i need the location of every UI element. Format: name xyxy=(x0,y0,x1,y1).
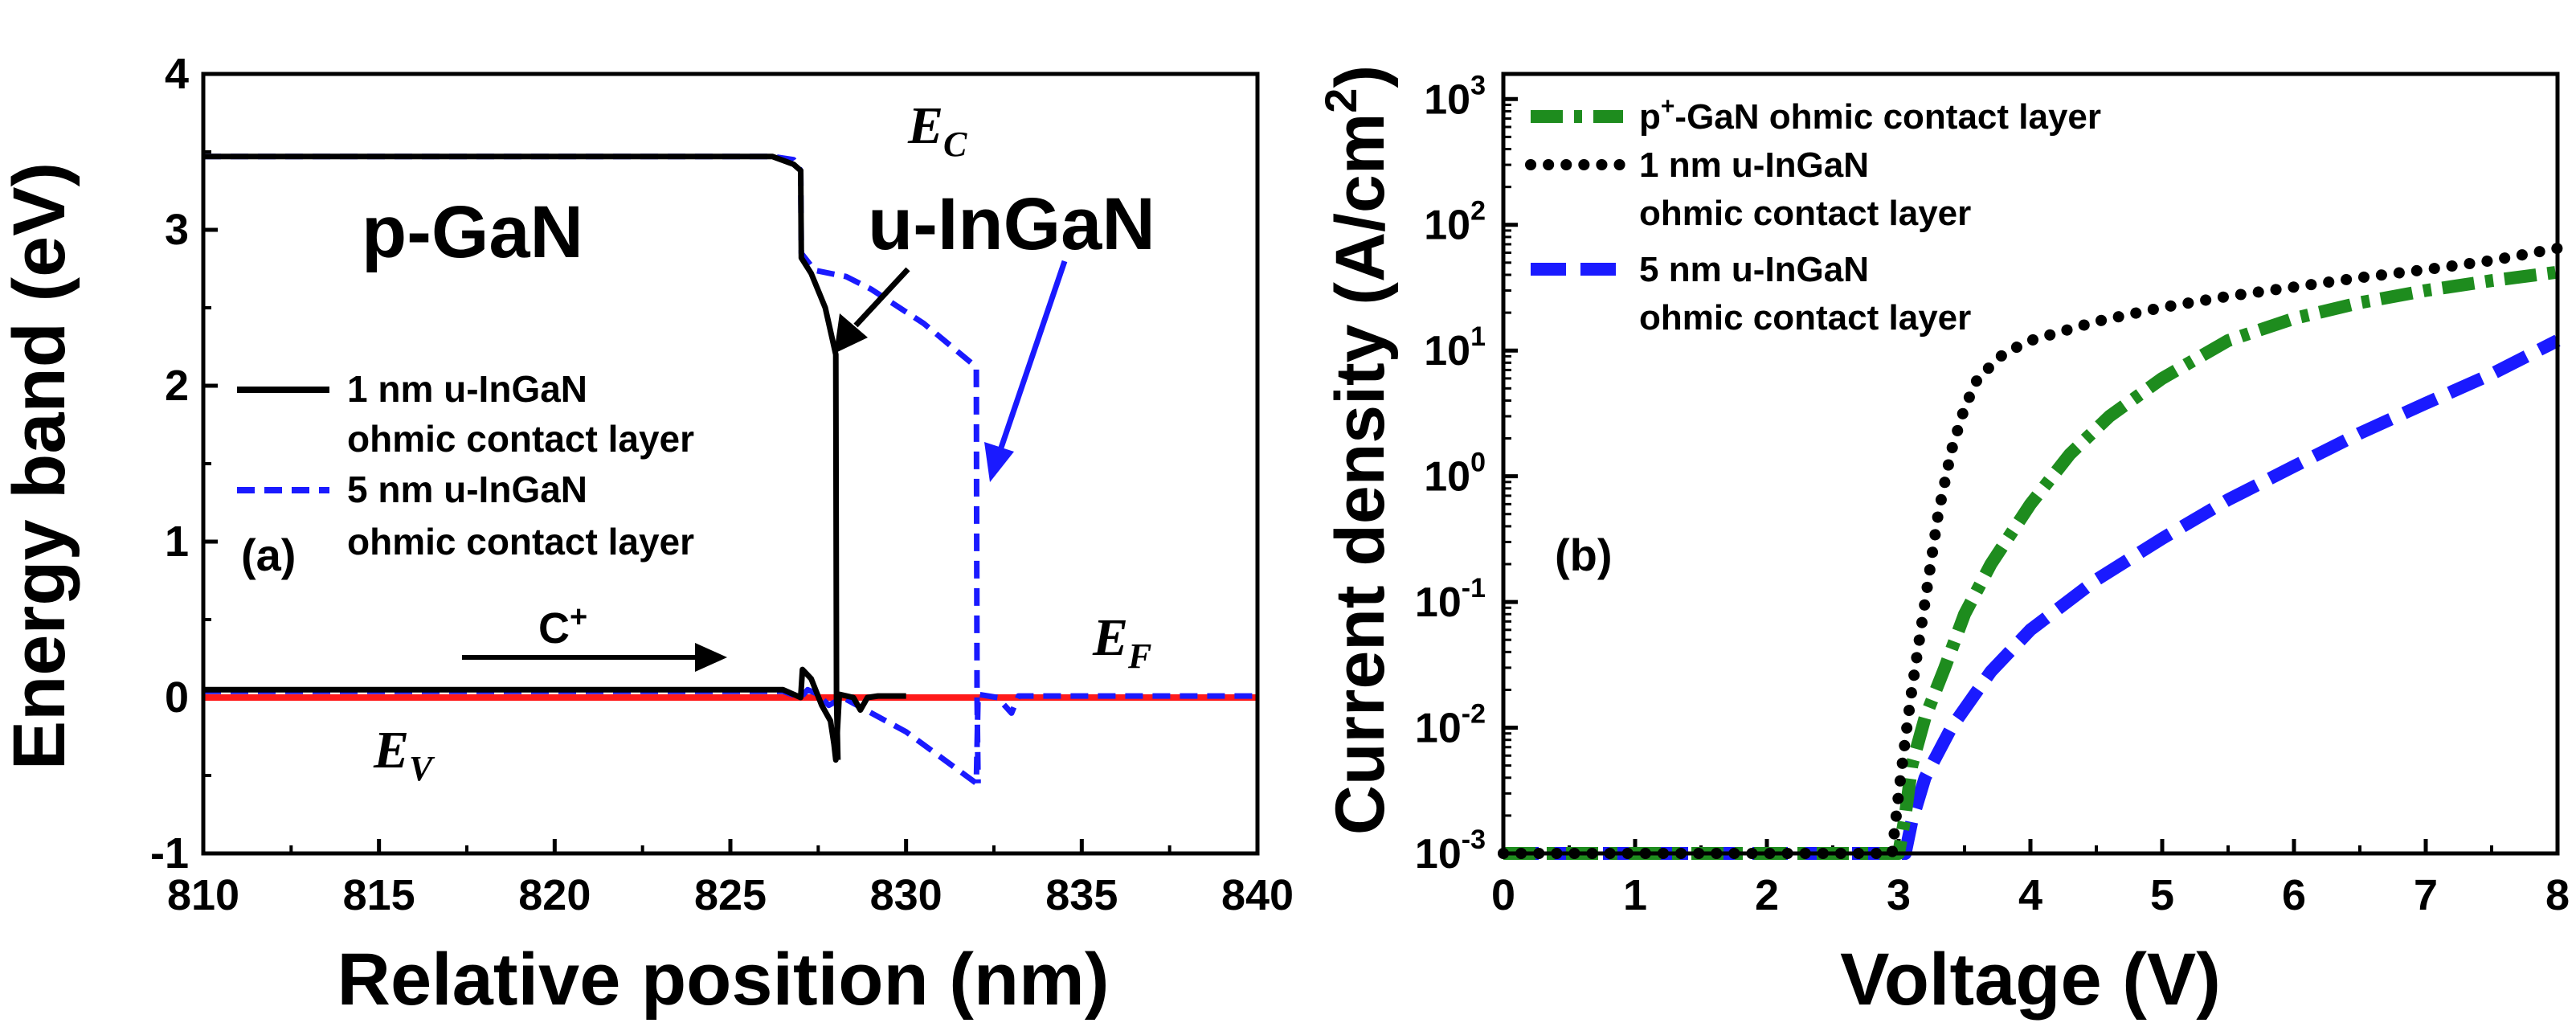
xlabel-a: Relative position (nm) xyxy=(337,939,1110,1021)
ticks-b: 0 1 2 3 4 5 6 7 8 10-3 10-2 10-1 100 101 102 103 xyxy=(1415,70,2570,919)
ticks-a: 810 815 820 825 830 835 840 -1 0 1 2 3 4 xyxy=(150,50,1294,919)
arrow-to-1nm xyxy=(834,267,910,354)
legend-label-pgan-b: p+-GaN ohmic contact layer xyxy=(1639,93,2101,137)
panel-b: Current density (A/cm2) Voltage (V) 0 1 2 3… xyxy=(1315,65,2570,1021)
xtick-label-b-2: 2 xyxy=(1755,871,1779,919)
xtick-label-b-6: 6 xyxy=(2282,871,2306,919)
xtick-label-b-5: 5 xyxy=(2150,871,2174,919)
series-1nm-b xyxy=(1498,243,2563,859)
xtick-label-b-4: 4 xyxy=(2018,871,2042,919)
series-pgan xyxy=(1503,265,2559,860)
legend-b: p+-GaN ohmic contact layer 1 nm u-InGaN … xyxy=(1525,93,2101,338)
ytick-label-a-5: 4 xyxy=(165,50,189,98)
ytick-label-b-3: 100 xyxy=(1424,448,1486,501)
series-5nm-ev xyxy=(203,686,1257,787)
legend-label-1nm-b-line1: 1 nm u-InGaN xyxy=(1639,145,1869,185)
label-c-plus: C+ xyxy=(538,600,587,653)
xtick-label-a-1: 815 xyxy=(343,871,415,919)
series-1nm-ec xyxy=(203,153,841,760)
ylabel-b: Current density (A/cm2) xyxy=(1315,65,1399,835)
panel-a: Energy band (eV) Relative position (nm) … xyxy=(0,50,1294,1021)
plot-area-b xyxy=(1498,243,2563,860)
legend-label-5nm-a-line2: ohmic contact layer xyxy=(347,521,694,563)
arrow-c-plus xyxy=(462,643,727,672)
ytick-label-a-0: -1 xyxy=(150,829,189,878)
xtick-label-b-3: 3 xyxy=(1887,871,1911,919)
ytick-label-a-1: 0 xyxy=(165,673,189,722)
legend-label-1nm-a-line2: ohmic contact layer xyxy=(347,418,694,460)
xtick-label-a-4: 830 xyxy=(870,871,942,919)
series-1nm-ev xyxy=(203,666,906,763)
label-ef: EF xyxy=(1092,608,1151,676)
xtick-label-a-3: 825 xyxy=(694,871,767,919)
ytick-label-b-5: 102 xyxy=(1424,196,1486,249)
xtick-label-a-5: 835 xyxy=(1045,871,1118,919)
xtick-label-b-8: 8 xyxy=(2545,871,2570,919)
ytick-label-b-0: 10-3 xyxy=(1415,824,1486,878)
legend-a: 1 nm u-InGaN ohmic contact layer 5 nm u-… xyxy=(237,368,694,563)
legend-label-5nm-b-line2: ohmic contact layer xyxy=(1639,298,1971,338)
ytick-label-b-6: 103 xyxy=(1424,70,1486,123)
xtick-label-a-2: 820 xyxy=(518,871,591,919)
legend-label-1nm-b-line2: ohmic contact layer xyxy=(1639,194,1971,233)
panel-label-b: (b) xyxy=(1555,530,1613,580)
ytick-label-a-3: 2 xyxy=(165,362,189,410)
xtick-label-b-7: 7 xyxy=(2414,871,2438,919)
label-ec: EC xyxy=(907,96,967,164)
ylabel-a: Energy band (eV) xyxy=(0,162,80,771)
series-5nm-b xyxy=(1503,334,2561,860)
legend-label-5nm-b-line1: 5 nm u-InGaN xyxy=(1639,250,1869,289)
panel-label-a: (a) xyxy=(241,530,296,580)
ytick-label-a-2: 1 xyxy=(165,518,189,566)
legend-label-5nm-a-line1: 5 nm u-InGaN xyxy=(347,468,587,510)
ytick-label-b-4: 101 xyxy=(1424,321,1486,374)
series-5nm-ec xyxy=(203,153,981,784)
plot-frame-b xyxy=(1501,72,2560,856)
xlabel-b: Voltage (V) xyxy=(1840,939,2221,1021)
plot-frame-a xyxy=(201,72,1260,856)
xtick-label-b-0: 0 xyxy=(1491,871,1515,919)
region-label-p-gan: p-GaN xyxy=(362,191,583,273)
ytick-label-b-1: 10-2 xyxy=(1415,699,1486,752)
xtick-label-a-6: 840 xyxy=(1221,871,1294,919)
ytick-label-b-2: 10-1 xyxy=(1415,573,1486,626)
xtick-label-a-0: 810 xyxy=(167,871,239,919)
region-label-u-ingan: u-InGaN xyxy=(868,183,1155,265)
arrow-to-5nm xyxy=(984,260,1068,482)
label-ev: EV xyxy=(373,721,435,788)
xtick-label-b-1: 1 xyxy=(1623,871,1647,919)
plot-area-a xyxy=(203,153,1257,787)
legend-label-1nm-a-line1: 1 nm u-InGaN xyxy=(347,368,587,410)
ytick-label-a-4: 3 xyxy=(165,206,189,254)
